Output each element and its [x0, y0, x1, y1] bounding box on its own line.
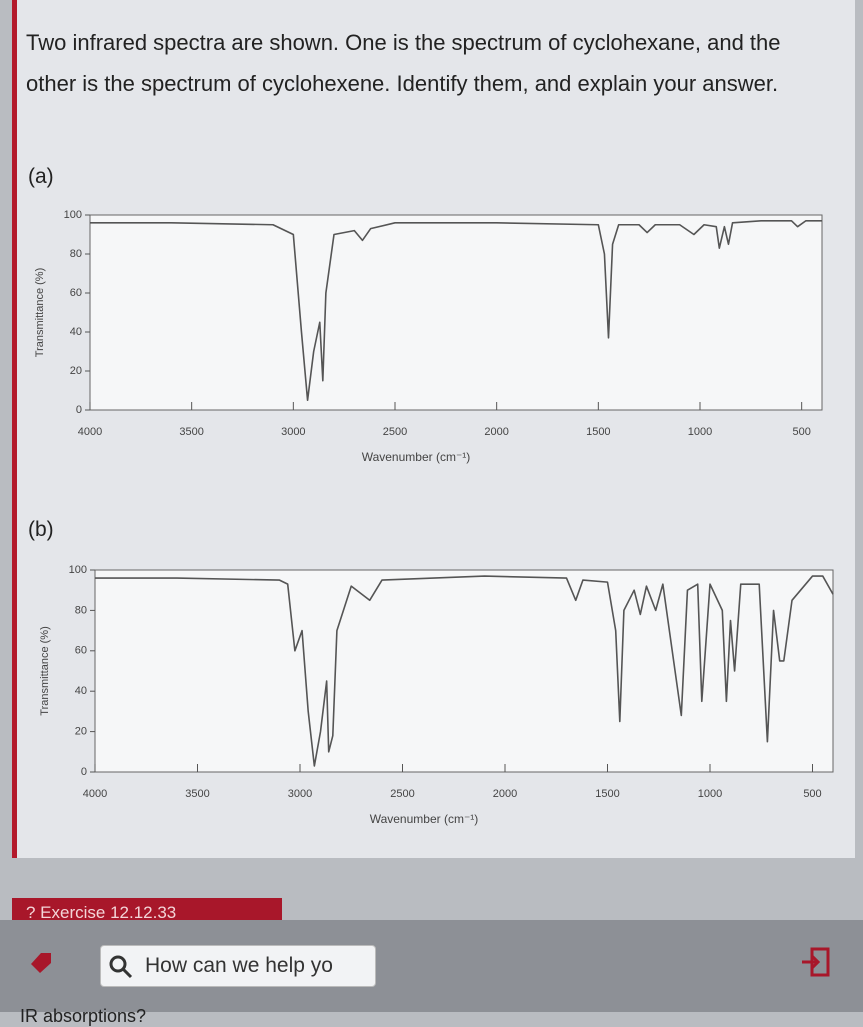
spectrum-line	[90, 220, 822, 402]
x-tick-label: 500	[803, 788, 821, 800]
y-tick-label: 40	[75, 685, 87, 697]
x-tick-label: 3500	[185, 788, 209, 800]
spectrum-chart: 0 20 40 60 80 100 4000 3500 3000 2500 2000 1500 1000…	[39, 564, 834, 826]
x-tick-label: 1000	[688, 426, 712, 438]
x-tick-label: 2000	[484, 426, 508, 438]
x-tick-label: 3500	[179, 426, 203, 438]
x-tick-label: 2000	[493, 788, 517, 800]
plot-area	[94, 569, 834, 773]
bottom-text: IR absorptions?	[20, 1006, 147, 1026]
y-tick-label: 80	[70, 248, 82, 260]
y-axis-title: Transmittance (%)	[39, 626, 51, 715]
x-tick-label: 500	[792, 426, 810, 438]
x-tick-label: 1500	[586, 426, 610, 438]
part-label: (a)	[28, 165, 54, 188]
part-label: (b)	[28, 518, 54, 541]
plot-area	[89, 214, 823, 411]
x-tick-label: 2500	[390, 788, 414, 800]
y-tick-label: 40	[70, 326, 82, 338]
rocket-icon[interactable]	[28, 950, 54, 976]
y-tick-label: 60	[70, 287, 82, 299]
x-axis-title: Wavenumber (cm⁻¹)	[362, 450, 471, 464]
y-tick-label: 20	[75, 726, 87, 738]
y-axis-title: Transmittance (%)	[34, 268, 46, 357]
x-tick-label: 4000	[78, 426, 102, 438]
x-tick-label: 3000	[281, 426, 305, 438]
y-tick-label: 20	[70, 365, 82, 377]
spectrum-chart: 0 20 40 60 80 100 4000 3500 3000 2500 2000 1500 1000…	[34, 209, 823, 464]
y-tick-label: 100	[69, 564, 87, 576]
x-axis-title: Wavenumber (cm⁻¹)	[370, 812, 479, 826]
exit-icon[interactable]	[800, 946, 832, 978]
y-tick-label: 100	[64, 209, 82, 221]
x-tick-label: 4000	[83, 788, 107, 800]
search-box[interactable]: How can we help yo	[100, 945, 376, 987]
y-tick-label: 60	[75, 645, 87, 657]
x-tick-label: 1500	[595, 788, 619, 800]
search-icon	[109, 955, 133, 979]
x-tick-label: 1000	[698, 788, 722, 800]
y-tick-label: 0	[76, 404, 82, 416]
spectrum-line	[95, 575, 834, 767]
question-text: Two infrared spectra are shown. One is t…	[26, 30, 781, 96]
y-tick-label: 0	[81, 766, 87, 778]
x-tick-label: 3000	[288, 788, 312, 800]
exercise-header[interactable]: ? Exercise 12.12.33	[12, 898, 282, 920]
x-tick-label: 2500	[383, 426, 407, 438]
y-tick-label: 80	[75, 604, 87, 616]
